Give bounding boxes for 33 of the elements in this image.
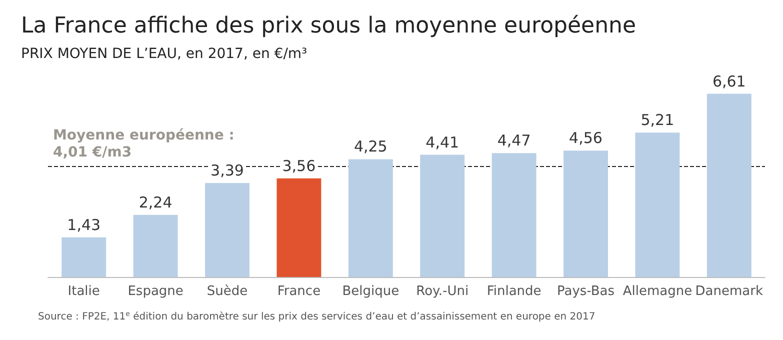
bar [276, 178, 322, 277]
x-tick-label: Roy.-Uni [416, 284, 469, 299]
x-tick-label: Allemagne [622, 284, 692, 299]
x-tick-label: Finlande [486, 284, 542, 299]
bar [133, 214, 178, 277]
data-label: 6,61 [712, 72, 746, 90]
x-tick-label: Espagne [128, 284, 184, 299]
bar [420, 154, 465, 277]
data-label: 4,25 [354, 138, 388, 156]
x-tick-label: France [277, 284, 321, 299]
x-tick-label: Belgique [342, 284, 400, 299]
bar [564, 150, 608, 277]
x-tick-label: Pays-Bas [556, 284, 615, 299]
chart-title: La France affiche des prix sous la moyenne européenne [21, 14, 636, 38]
bar [706, 94, 752, 277]
x-tick-label: Suède [206, 284, 248, 299]
data-label: 4,56 [569, 129, 602, 148]
data-label: 2,24 [138, 193, 172, 212]
ref-line-label: Moyenne européenne : 4,01 €/m3 [53, 127, 234, 160]
x-tick-label: Danemark [695, 284, 764, 299]
chart-subtitle: PRIX MOYEN DE L’EAU, en 2017, en €/m³ [21, 46, 308, 62]
bar [492, 153, 536, 277]
bar [205, 183, 250, 277]
bar [62, 237, 106, 277]
data-label: 5,21 [640, 111, 674, 130]
bar [635, 132, 680, 277]
data-label: 4,41 [426, 133, 460, 152]
bar [348, 159, 393, 277]
data-label: 1,43 [67, 216, 101, 234]
data-label: 3,56 [282, 156, 316, 175]
data-label: 3,39 [210, 162, 244, 180]
x-tick-label: Italie [68, 284, 100, 299]
data-label: 4,47 [497, 132, 531, 150]
